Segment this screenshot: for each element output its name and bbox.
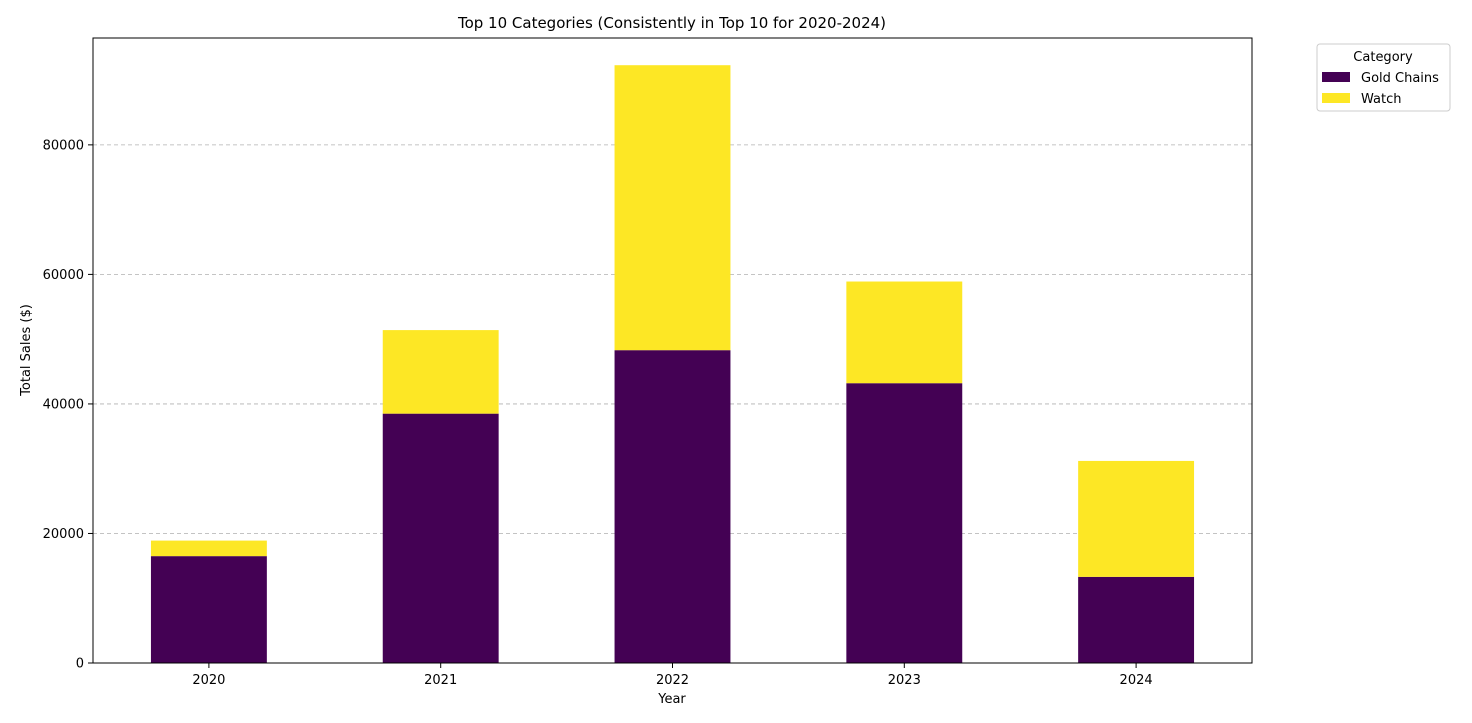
y-tick-label: 80000 [43, 138, 84, 153]
x-axis-label: Year [657, 692, 686, 707]
x-axis-ticks: 2020 2021 2022 2023 2024 [192, 663, 1153, 688]
y-axis-label: Total Sales ($) [19, 304, 34, 397]
bars [150, 65, 1195, 663]
bar-watch-2022 [614, 65, 731, 351]
x-tick-label: 2023 [888, 673, 921, 688]
legend-swatch [1322, 93, 1350, 103]
y-axis-ticks: 0 20000 40000 60000 80000 [43, 138, 93, 672]
bar-watch-2020 [150, 540, 267, 557]
bar-gold-chains-2021 [382, 413, 499, 663]
legend-entry-label: Watch [1361, 92, 1401, 107]
bar-gold-chains-2020 [150, 556, 267, 663]
x-tick-label: 2022 [656, 673, 689, 688]
x-tick-label: 2020 [192, 673, 225, 688]
bar-watch-2023 [846, 281, 963, 384]
bar-gold-chains-2024 [1078, 576, 1195, 663]
x-tick-label: 2024 [1120, 673, 1153, 688]
legend-swatch [1322, 72, 1350, 82]
y-tick-label: 0 [76, 657, 84, 672]
chart-title: Top 10 Categories (Consistently in Top 1… [457, 14, 886, 32]
x-tick-label: 2021 [424, 673, 457, 688]
legend-title: Category [1353, 50, 1413, 65]
y-tick-label: 20000 [43, 527, 84, 542]
bar-gold-chains-2022 [614, 350, 731, 663]
bar-gold-chains-2023 [846, 383, 963, 663]
legend: Category Gold Chains Watch [1316, 43, 1451, 112]
bar-watch-2021 [382, 330, 499, 414]
y-tick-label: 60000 [43, 268, 84, 283]
legend-frame [1316, 43, 1451, 112]
y-tick-label: 40000 [43, 397, 84, 412]
legend-entry-label: Gold Chains [1361, 71, 1439, 86]
bar-watch-2024 [1078, 460, 1195, 577]
